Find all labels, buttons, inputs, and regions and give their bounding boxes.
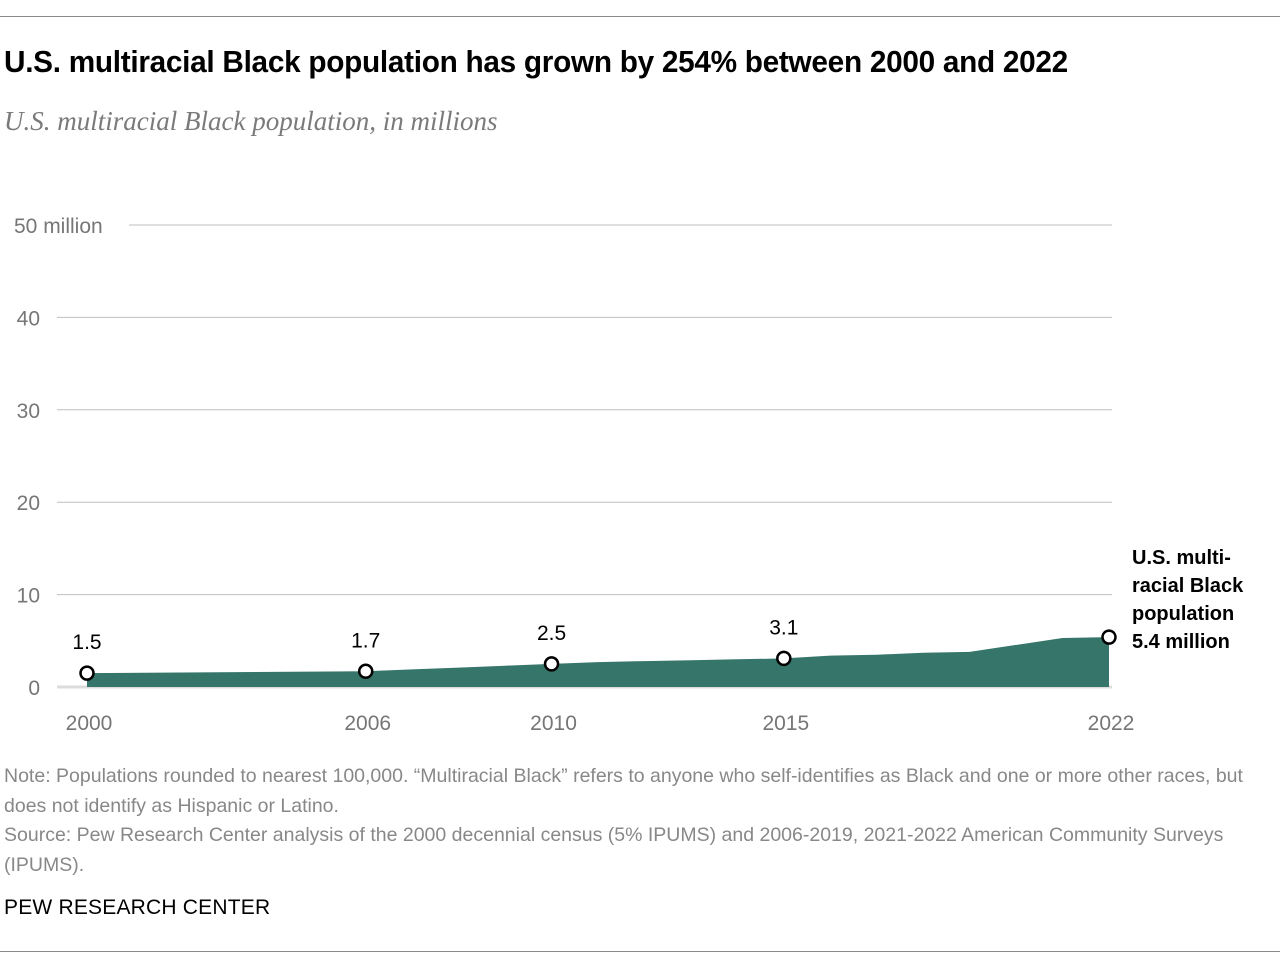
notes-section: Note: Populations rounded to nearest 100… [4,762,1254,880]
x-tick-label: 2010 [530,712,577,735]
data-label: 1.7 [351,629,380,652]
y-axis-ticks: 0 10 20 30 40 50 million [14,215,103,700]
data-point-marker [357,663,374,680]
data-label: 3.1 [769,616,798,639]
chart-subtitle: U.S. multiracial Black population, in mi… [4,106,498,136]
area-series [87,637,1109,687]
bottom-divider [0,951,1280,952]
annotation-line: U.S. multi- [1132,547,1231,569]
annotation-line: racial Black [1132,575,1244,597]
data-points [79,629,1117,681]
x-axis-ticks: 2000 2006 2010 2015 2022 [66,712,1135,735]
x-tick-label: 2000 [66,712,113,735]
y-tick-label: 40 [17,307,40,330]
source-text: Source: Pew Research Center analysis of … [4,824,1224,876]
x-tick-label: 2015 [762,712,809,735]
y-tick-label: 10 [17,585,40,608]
note-text: Note: Populations rounded to nearest 100… [4,765,1243,817]
annotation-line: population [1132,603,1234,625]
data-label: 2.5 [537,622,566,645]
data-point-marker [1101,629,1117,645]
y-tick-label: 30 [17,400,40,423]
x-tick-label: 2022 [1088,712,1135,735]
annotation-line: 5.4 million [1132,631,1230,653]
gridlines [57,224,1112,689]
chart-title: U.S. multiracial Black population has gr… [4,44,1068,79]
data-labels: 1.5 1.7 2.5 3.1 [72,616,798,654]
top-divider [0,16,1280,17]
y-tick-label: 50 million [14,215,103,238]
data-point-marker [79,665,95,681]
data-point-marker [776,650,792,667]
data-point-marker [543,656,560,672]
brand-logo-text: PEW RESEARCH CENTER [4,896,271,919]
y-tick-label: 0 [28,677,40,700]
y-tick-label: 20 [17,492,40,515]
area-chart: 0 10 20 30 40 50 million 2000 2006 2010 2015 2022… [14,215,1244,735]
data-label: 1.5 [72,631,101,654]
end-annotation: U.S. multi-racial Black population 5.4 mil… [1132,547,1244,653]
x-tick-label: 2006 [344,712,391,735]
area-layer [87,637,1109,687]
